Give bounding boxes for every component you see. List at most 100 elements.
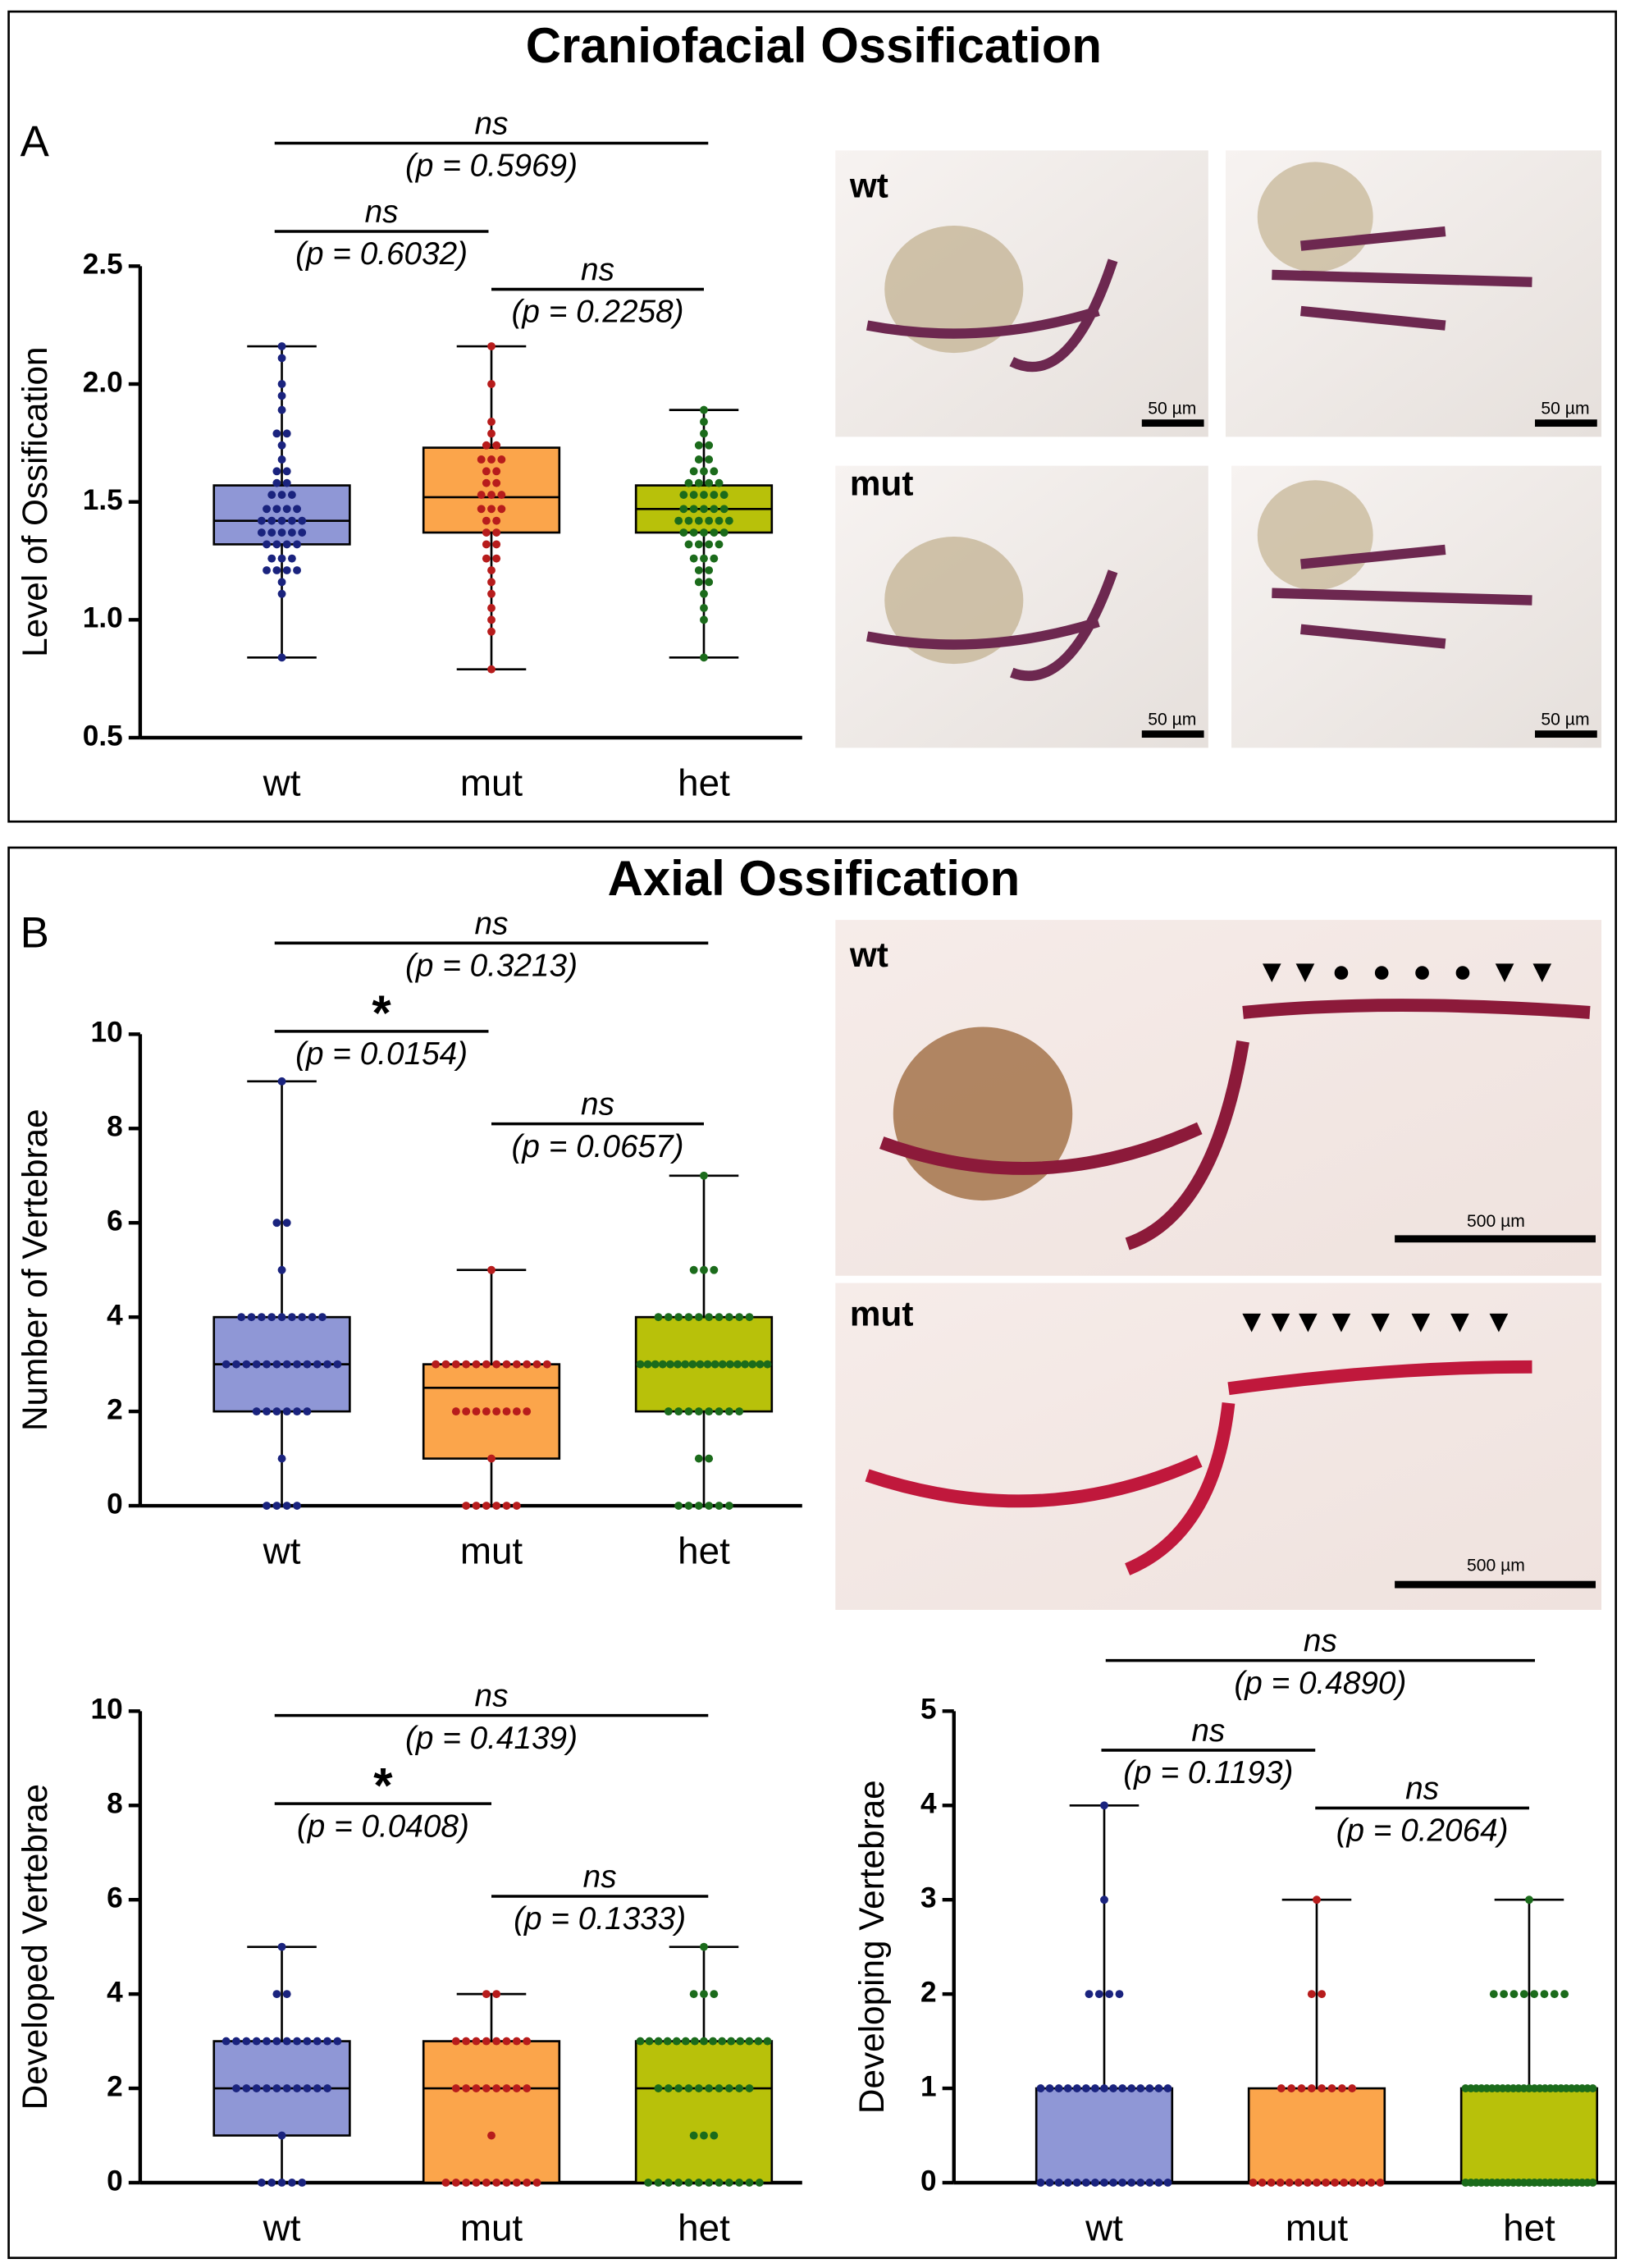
- significance-label: ns: [475, 906, 509, 941]
- data-point: [492, 1407, 501, 1416]
- data-point: [282, 540, 291, 549]
- data-point: [700, 604, 708, 612]
- box: [634, 2040, 774, 2184]
- data-point: [754, 2037, 763, 2046]
- data-point: [1081, 2179, 1090, 2187]
- data-point: [674, 2084, 683, 2093]
- data-point: [487, 665, 496, 674]
- data-point: [736, 2037, 745, 2046]
- data-point: [681, 1360, 690, 1369]
- y-tick-label: 1.0: [83, 602, 123, 634]
- data-point: [482, 1502, 491, 1510]
- data-point: [689, 1265, 698, 1274]
- data-point: [222, 1360, 231, 1369]
- data-point: [664, 1407, 673, 1416]
- data-point: [1267, 2179, 1276, 2187]
- data-point: [287, 1313, 296, 1322]
- data-point: [694, 455, 703, 464]
- data-point: [1331, 2179, 1340, 2187]
- data-point: [696, 1360, 705, 1369]
- data-point: [1054, 2084, 1063, 2093]
- data-point: [689, 528, 698, 537]
- data-point: [689, 491, 698, 499]
- data-point: [654, 2037, 663, 2046]
- box: [1247, 2087, 1386, 2184]
- image-label: wt: [849, 935, 888, 974]
- data-point: [287, 554, 296, 563]
- x-tick-label: mut: [460, 1530, 523, 1571]
- data-point: [482, 2179, 491, 2187]
- x-tick-label: mut: [460, 761, 523, 803]
- y-tick-label: 8: [107, 1111, 123, 1143]
- data-point: [705, 1407, 714, 1416]
- data-point: [1118, 2084, 1127, 2093]
- data-point: [1358, 2179, 1367, 2187]
- data-point: [1081, 2084, 1090, 2093]
- data-point: [756, 1360, 765, 1369]
- data-point: [502, 1502, 511, 1510]
- data-point: [705, 540, 714, 549]
- data-point: [694, 478, 703, 487]
- data-point: [727, 2037, 736, 2046]
- data-point: [482, 1990, 491, 1999]
- data-point: [700, 2131, 708, 2140]
- data-point: [664, 2084, 673, 2093]
- data-point: [492, 2084, 501, 2093]
- data-point: [487, 578, 496, 587]
- data-point: [694, 516, 703, 525]
- x-tick-label: het: [678, 2206, 730, 2248]
- data-point: [715, 478, 724, 487]
- data-point: [492, 1990, 501, 1999]
- specimen-image: [835, 465, 1208, 748]
- data-point: [674, 1360, 682, 1369]
- data-point: [1500, 1990, 1509, 1999]
- data-point: [745, 2084, 754, 2093]
- data-point: [718, 1360, 727, 1369]
- data-point: [715, 516, 724, 525]
- svg-text:▼: ▼: [1236, 1304, 1267, 1339]
- data-point: [263, 505, 271, 514]
- y-tick-label: 2.0: [83, 366, 123, 398]
- data-point: [700, 1265, 708, 1274]
- data-point: [277, 2131, 286, 2140]
- data-point: [272, 429, 281, 438]
- data-point: [715, 2179, 724, 2187]
- data-point: [1090, 2084, 1099, 2093]
- data-point: [277, 653, 286, 662]
- p-value: (p = 0.2258): [512, 295, 684, 330]
- data-point: [719, 505, 729, 514]
- data-point: [1045, 2084, 1054, 2093]
- data-point: [690, 2037, 699, 2046]
- data-point: [487, 418, 496, 426]
- data-point: [674, 1313, 683, 1322]
- box: [422, 1363, 561, 1460]
- data-point: [679, 528, 688, 537]
- data-point: [755, 2179, 764, 2187]
- data-point: [1303, 2179, 1312, 2187]
- data-point: [1109, 2179, 1118, 2187]
- data-point: [303, 1407, 312, 1416]
- data-point: [1154, 2179, 1163, 2187]
- data-point: [523, 2084, 532, 2093]
- data-point: [689, 467, 698, 476]
- data-point: [492, 516, 501, 525]
- y-tick-label: 2: [107, 2070, 123, 2102]
- data-point: [645, 2037, 654, 2046]
- data-point: [710, 554, 719, 563]
- data-point: [482, 1360, 491, 1369]
- x-tick-label: wt: [263, 1530, 301, 1571]
- data-point: [277, 441, 286, 450]
- data-point: [242, 1360, 251, 1369]
- box: [1459, 2087, 1599, 2184]
- y-tick-label: 4: [920, 1788, 937, 1820]
- data-point: [1294, 2179, 1303, 2187]
- svg-text:▼: ▼: [1265, 1304, 1296, 1339]
- panel-label: A: [21, 117, 50, 166]
- significance-label: ns: [581, 253, 614, 288]
- data-point: [715, 1502, 724, 1510]
- data-point: [664, 1313, 673, 1322]
- data-point: [282, 1219, 291, 1228]
- data-point: [263, 566, 271, 574]
- significance-label: *: [372, 985, 391, 1040]
